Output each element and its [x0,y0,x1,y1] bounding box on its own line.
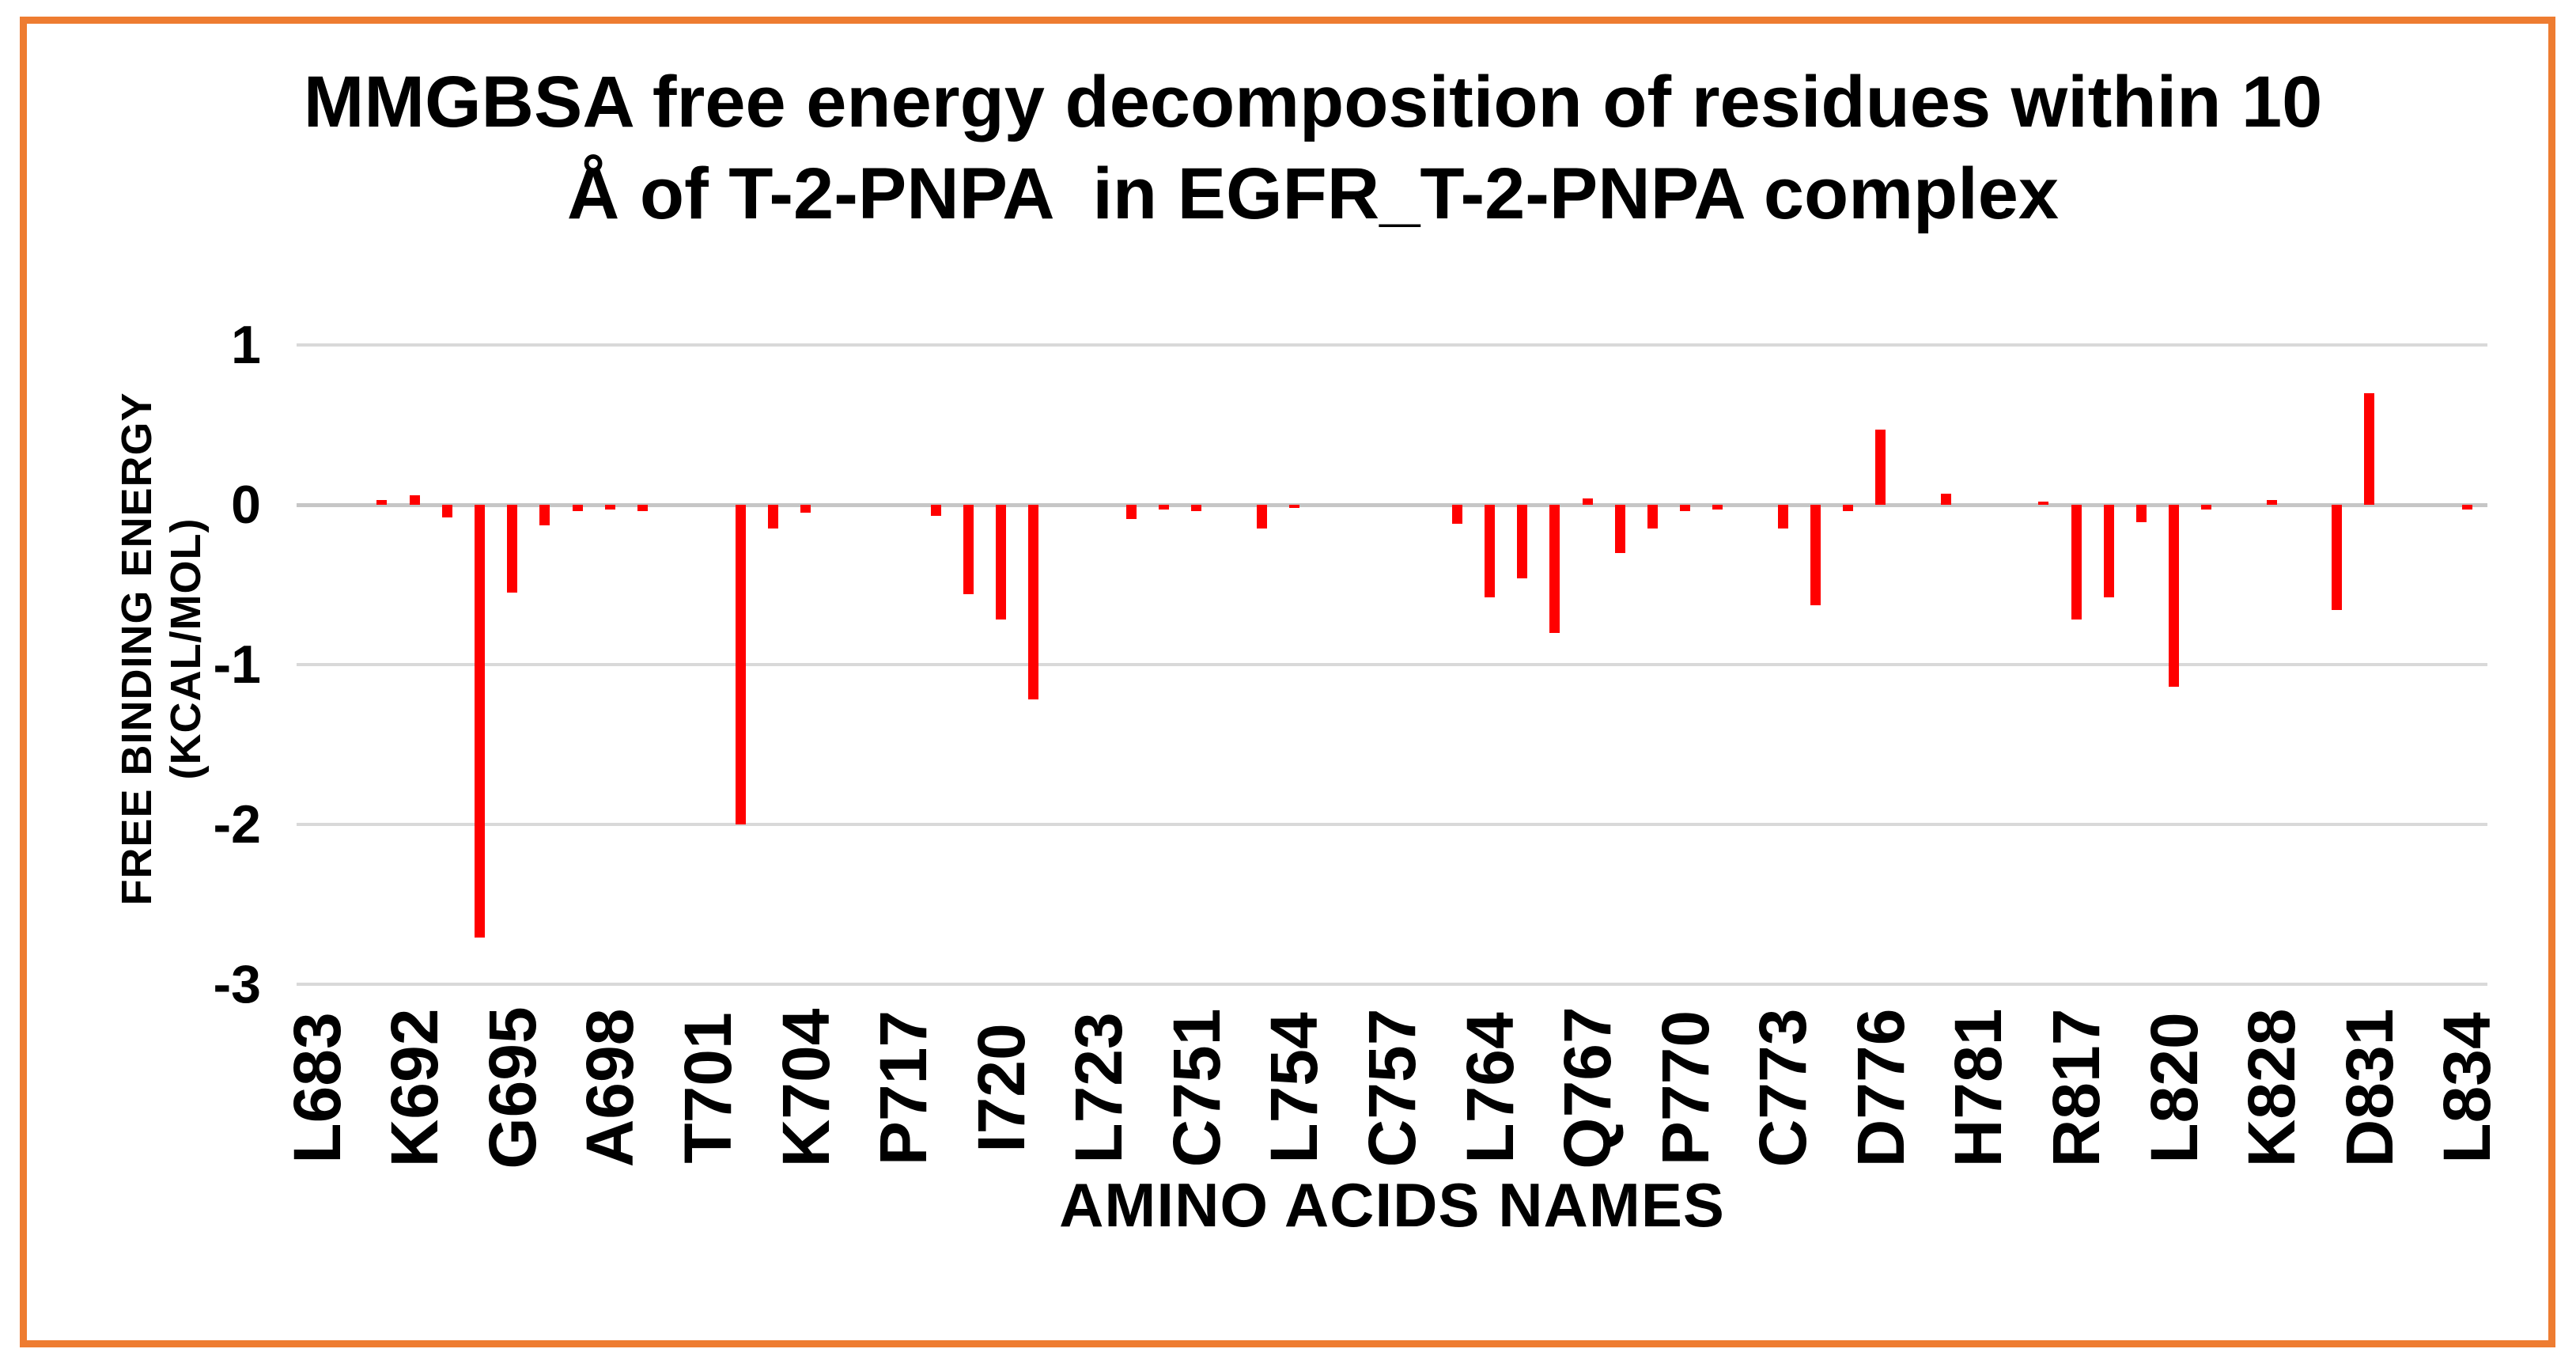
x-tick-label: D776 [1843,1008,1918,1168]
gridline [297,823,2487,826]
y-tick-label: 0 [231,475,261,535]
bar [475,505,486,938]
bar [996,505,1007,620]
bar [539,505,550,526]
bar [1843,505,1854,512]
x-tick-label: K692 [377,1008,452,1168]
bar [1810,505,1821,606]
bar [2332,505,2343,611]
x-tick-label: P770 [1647,1010,1723,1166]
bar [800,505,811,513]
bar [767,505,778,529]
x-tick-label: L834 [2430,1012,2505,1164]
bar [1125,505,1137,520]
x-tick-label: K828 [2234,1008,2309,1168]
bar [2038,501,2049,505]
x-tick-label: T701 [670,1012,745,1164]
bar [1191,505,1202,512]
bar [1680,505,1691,512]
x-tick-label: L820 [2136,1012,2211,1164]
bar [2169,505,2180,688]
bar [376,499,388,505]
x-tick-label: G695 [475,1006,550,1169]
bar [507,505,518,593]
x-tick-label: H781 [1941,1008,2016,1168]
x-axis-title: AMINO ACIDS NAMES [1059,1170,1725,1240]
x-tick-label: Q767 [1550,1006,1625,1169]
x-tick-label: C751 [1159,1008,1234,1168]
bar [1485,505,1496,598]
x-tick-label: L683 [279,1012,354,1164]
chart-frame-border [20,17,2555,1347]
x-tick-label: R817 [2039,1008,2114,1168]
bar [2461,505,2472,510]
bar [1777,505,1788,529]
bar [604,505,615,510]
x-tick-label: L754 [1257,1012,1332,1164]
bar [2135,505,2147,523]
x-tick-label: L764 [1452,1012,1527,1164]
bar [2071,505,2082,620]
bar [735,505,746,824]
x-tick-label: L723 [1061,1012,1137,1164]
bar [1256,505,1267,529]
x-tick-label: P717 [866,1010,941,1166]
y-tick-label: -2 [213,794,261,854]
bar [930,505,941,517]
bar [1517,505,1528,578]
bar [1582,498,1593,505]
bar [1028,505,1039,700]
bar [2364,392,2375,505]
bar [963,505,974,595]
x-tick-label: C757 [1355,1008,1429,1168]
y-tick-label: -3 [213,954,261,1014]
x-tick-label: K704 [768,1008,843,1168]
chart-title: MMGBSA free energy decomposition of resi… [221,57,2404,241]
y-tick-label: -1 [213,635,261,695]
x-tick-label: I720 [963,1023,1038,1153]
gridline [297,343,2487,347]
bar [2201,505,2212,510]
gridline [297,663,2487,666]
bar [1614,505,1625,553]
bar [1875,430,1886,505]
bar [2266,499,2277,505]
x-tick-label: C773 [1746,1008,1821,1168]
bar [572,505,583,512]
bar [1549,505,1560,633]
zero-line [297,503,2487,507]
x-tick-label: A698 [573,1008,648,1168]
bar [1451,505,1462,525]
x-tick-label: D831 [2332,1008,2407,1168]
bar [1647,505,1659,529]
chart-title-line2: Å of T-2-PNPA in EGFR_T-2-PNPA complex [566,153,2060,234]
bar [2103,505,2114,598]
gridline [297,983,2487,986]
bar [409,494,420,505]
bar [1159,505,1170,510]
y-tick-label: 1 [231,315,261,375]
bar [1288,505,1299,509]
bar [441,505,452,518]
bar [1712,505,1723,510]
bar [1940,493,1951,505]
bar [637,505,649,512]
chart-title-line1: MMGBSA free energy decomposition of resi… [303,62,2323,142]
